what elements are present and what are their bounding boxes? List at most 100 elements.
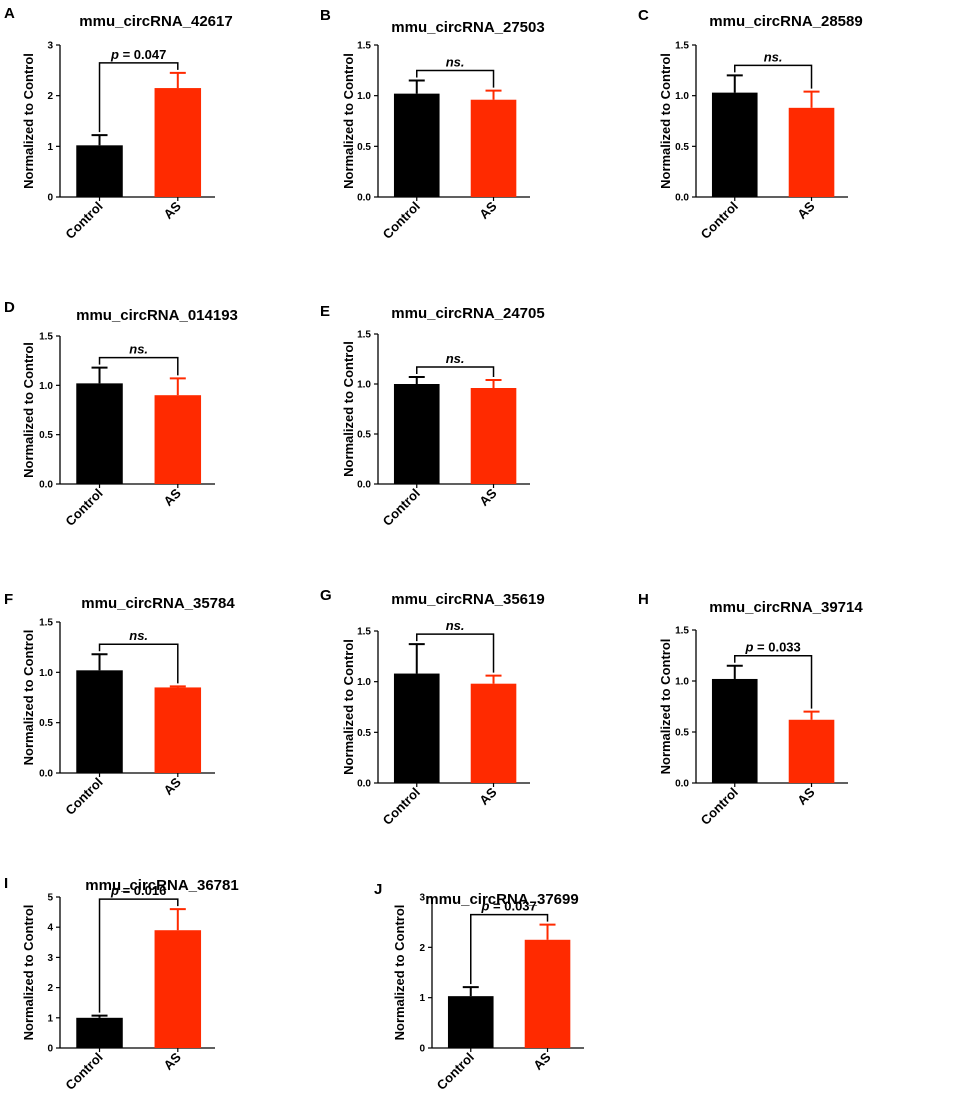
category-label-control: Control: [380, 486, 423, 529]
category-label-control: Control: [698, 785, 741, 828]
panel-letter: J: [374, 881, 382, 898]
bar-as: [524, 939, 571, 1048]
bar-as: [788, 719, 835, 783]
category-label-control: Control: [380, 199, 423, 242]
panel-letter: I: [4, 875, 8, 892]
y-tick-label: 3: [47, 953, 53, 964]
bar-as: [154, 687, 202, 773]
y-tick-label: 0: [47, 1044, 53, 1055]
bar-control: [76, 1017, 123, 1048]
chart-title: mmu_circRNA_37699: [425, 891, 578, 908]
p-symbol: p: [110, 883, 119, 898]
y-tick-label: 1.5: [357, 41, 371, 52]
y-tick-label: 0.0: [675, 779, 689, 790]
y-axis-label: Normalized to Control: [341, 341, 356, 477]
chart-title: mmu_circRNA_35619: [391, 591, 544, 608]
significance-bracket: [734, 654, 813, 709]
y-axis-label: Normalized to Control: [658, 53, 673, 189]
y-tick-label: 0.0: [357, 193, 371, 204]
category-label-as: AS: [161, 198, 185, 222]
category-label-as: AS: [161, 485, 185, 509]
significance-label: p = 0.047: [110, 47, 166, 62]
ns-text: ns.: [764, 49, 783, 64]
ns-text: ns.: [446, 54, 465, 69]
category-label-as: AS: [476, 198, 500, 222]
bar-control: [393, 93, 440, 197]
category-label-control: Control: [62, 486, 105, 529]
bar-as: [154, 930, 202, 1048]
chart-title: mmu_circRNA_42617: [79, 13, 232, 30]
y-axis-label: Normalized to Control: [21, 630, 36, 766]
category-label-as: AS: [476, 485, 500, 509]
significance-bracket: [734, 64, 813, 89]
ns-text: ns.: [446, 618, 465, 633]
y-tick-label: 1: [47, 142, 53, 153]
bar-as: [788, 107, 835, 197]
y-tick-label: 1.0: [357, 91, 371, 102]
chart-title: mmu_circRNA_28589: [709, 13, 862, 30]
panel-letter: F: [4, 591, 13, 608]
bar-control: [711, 92, 758, 197]
y-tick-label: 1.5: [39, 618, 53, 629]
y-axis-label: Normalized to Control: [392, 905, 407, 1041]
category-label-control: Control: [434, 1050, 477, 1093]
bar-control: [76, 383, 123, 484]
panel-letter: D: [4, 299, 15, 316]
y-tick-label: 1.0: [675, 91, 689, 102]
bar-control: [76, 145, 123, 197]
y-axis-label: Normalized to Control: [658, 639, 673, 775]
chart-title: mmu_circRNA_36781: [85, 877, 238, 894]
category-label-control: Control: [698, 199, 741, 242]
category-label-as: AS: [530, 1049, 554, 1073]
significance-label: ns.: [764, 49, 783, 64]
bar-as: [154, 395, 202, 484]
y-tick-label: 0.0: [39, 480, 53, 491]
significance-bracket: [98, 356, 179, 376]
y-axis-label: Normalized to Control: [21, 342, 36, 478]
category-label-as: AS: [794, 784, 818, 808]
chart-title: mmu_circRNA_014193: [76, 307, 238, 324]
significance-label: ns.: [129, 628, 148, 643]
y-tick-label: 1.0: [39, 381, 53, 392]
p-symbol: p: [110, 47, 119, 62]
y-tick-label: 1.0: [39, 668, 53, 679]
ns-text: ns.: [446, 351, 465, 366]
panel-letter: B: [320, 7, 331, 24]
significance-bracket: [416, 366, 495, 377]
y-tick-label: 0: [419, 1044, 425, 1055]
panel-letter: E: [320, 303, 330, 320]
significance-bracket: [98, 898, 179, 1013]
p-value: = 0.037: [489, 899, 536, 914]
bar-as: [470, 388, 517, 484]
y-tick-label: 1: [47, 1013, 53, 1024]
significance-bracket: [416, 633, 495, 673]
bar-control: [393, 384, 440, 484]
category-label-control: Control: [380, 785, 423, 828]
bar-control: [711, 678, 758, 783]
y-tick-label: 0.0: [357, 480, 371, 491]
significance-bracket: [470, 913, 549, 985]
category-label-control: Control: [62, 1050, 105, 1093]
y-tick-label: 1: [419, 993, 425, 1004]
y-tick-label: 0.0: [675, 193, 689, 204]
bar-control: [393, 673, 440, 783]
bar-control: [76, 670, 123, 773]
p-symbol: p: [480, 899, 489, 914]
chart-title: mmu_circRNA_35784: [81, 595, 235, 612]
significance-label: p = 0.037: [480, 899, 536, 914]
chart-title: mmu_circRNA_24705: [391, 305, 544, 322]
y-tick-label: 1.5: [357, 627, 371, 638]
significance-bracket: [98, 62, 179, 133]
y-tick-label: 3: [419, 893, 425, 904]
category-label-control: Control: [62, 199, 105, 242]
y-tick-label: 1.0: [675, 677, 689, 688]
significance-label: p = 0.016: [110, 883, 166, 898]
